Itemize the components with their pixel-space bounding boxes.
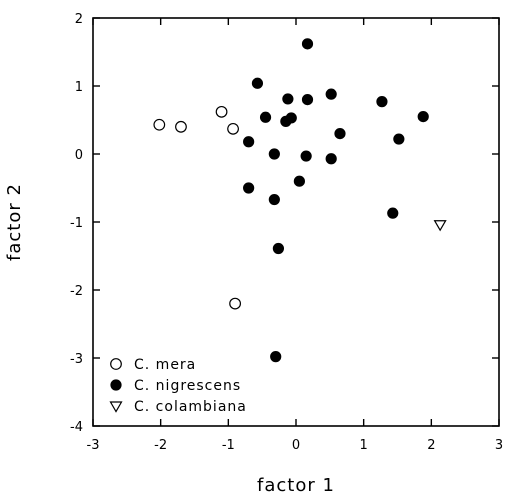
point-c-nigrescens — [268, 148, 280, 160]
point-c-nigrescens — [417, 110, 429, 123]
point-c-colambiana — [433, 220, 447, 232]
y-tick-label: 2 — [75, 12, 83, 27]
x-tick-label: 1 — [360, 438, 368, 453]
legend-marker-2 — [109, 401, 123, 413]
legend: C. mera C. nigrescens C. colambiana — [109, 357, 247, 415]
y-tick-label: 0 — [75, 148, 83, 163]
point-c-nigrescens — [393, 133, 405, 145]
point-c-nigrescens — [282, 93, 294, 105]
legend-label: C. mera — [134, 357, 196, 373]
point-c-nigrescens — [259, 111, 272, 123]
y-tick-label: -1 — [70, 216, 83, 231]
point-c-nigrescens — [251, 77, 264, 89]
point-c-nigrescens — [325, 88, 337, 100]
x-tick-label: 2 — [427, 438, 435, 453]
point-c-nigrescens — [387, 207, 399, 219]
x-tick-label: 3 — [495, 438, 503, 453]
point-c-mera — [227, 122, 239, 135]
y-tick-label: -3 — [70, 352, 83, 367]
point-c-mera — [153, 118, 166, 131]
point-c-nigrescens — [268, 193, 280, 206]
legend-label: C. colambiana — [134, 399, 247, 415]
point-c-nigrescens — [301, 93, 314, 106]
point-c-nigrescens — [376, 96, 388, 108]
point-c-nigrescens — [300, 150, 312, 162]
point-c-nigrescens — [243, 136, 255, 148]
point-c-mera — [175, 120, 187, 133]
point-c-nigrescens — [301, 38, 314, 50]
legend-marker-1 — [110, 379, 122, 391]
x-tick-label: -3 — [87, 438, 100, 453]
y-tick-label: 1 — [75, 80, 83, 95]
y-tick-label: -4 — [70, 420, 83, 435]
legend-label: C. nigrescens — [134, 378, 241, 394]
legend-marker-0 — [110, 358, 122, 370]
point-c-mera — [229, 297, 242, 310]
point-c-mera — [215, 105, 228, 118]
x-axis-ticks: -3 -2 -1 0 1 2 3 — [87, 18, 503, 453]
x-tick-label: -1 — [222, 438, 235, 453]
x-tick-label: -2 — [154, 438, 167, 453]
point-c-nigrescens — [243, 182, 255, 194]
point-c-nigrescens — [334, 128, 346, 140]
point-c-nigrescens — [272, 242, 285, 255]
x-axis-label: factor 1 — [257, 475, 335, 496]
x-tick-label: 0 — [292, 438, 300, 453]
point-c-nigrescens — [293, 175, 305, 187]
y-axis-ticks: 2 1 0 -1 -2 -3 -4 — [70, 12, 499, 435]
point-c-nigrescens — [325, 153, 337, 165]
point-c-nigrescens — [280, 115, 292, 127]
data-points — [153, 38, 447, 363]
y-axis-label: factor 2 — [4, 183, 25, 261]
point-c-nigrescens — [270, 351, 282, 363]
y-tick-label: -2 — [70, 284, 83, 299]
